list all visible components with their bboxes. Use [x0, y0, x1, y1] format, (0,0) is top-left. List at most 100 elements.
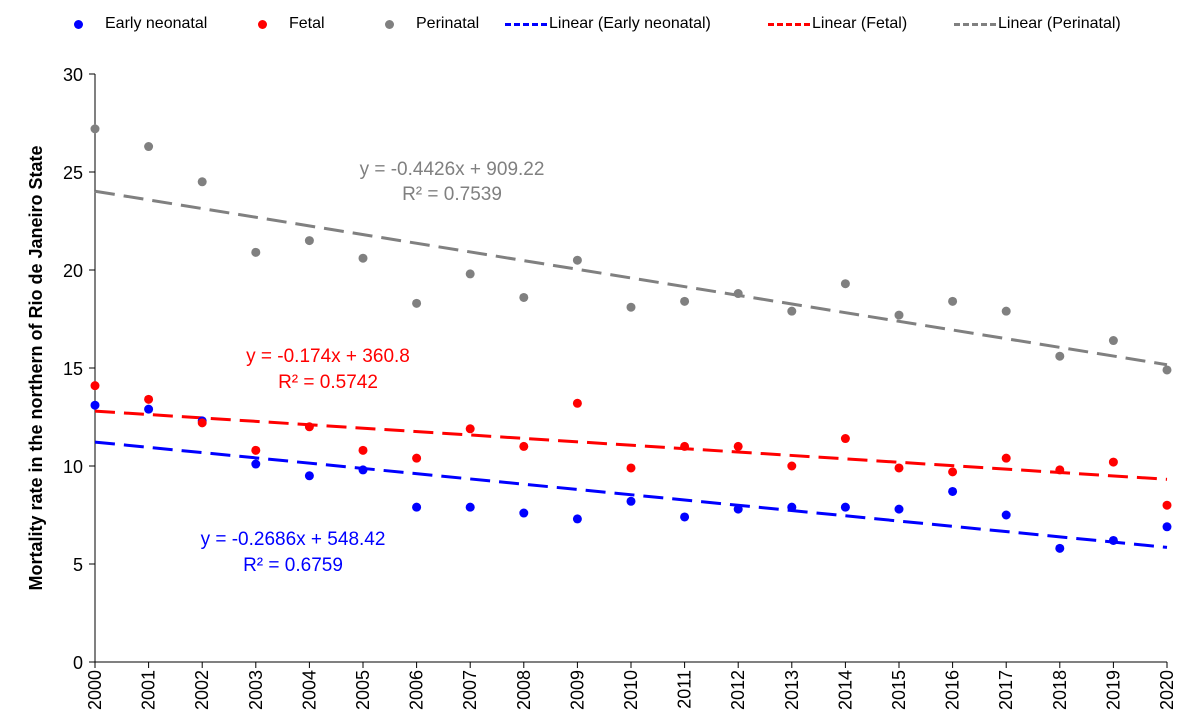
x-tick-label: 2006 [407, 670, 427, 710]
data-point-perinatal [144, 142, 154, 152]
data-point-perinatal [894, 310, 904, 320]
legend-line-early-neonatal [505, 22, 547, 26]
legend-line-perinatal [954, 22, 996, 26]
data-point-fetal [90, 381, 100, 391]
x-tick-label: 2005 [353, 670, 373, 710]
data-point-fetal [519, 441, 529, 451]
data-point-perinatal [251, 247, 261, 257]
x-tick-label: 2020 [1157, 670, 1177, 710]
data-point-early-neonatal [144, 404, 154, 414]
data-point-perinatal [733, 289, 743, 299]
r2-fetal: R² = 0.5742 [278, 372, 378, 393]
equation-early-neonatal: y = -0.2686x + 548.42 [201, 529, 386, 550]
legend-label-linear-perinatal: Linear (Perinatal) [998, 15, 1121, 32]
data-point-fetal [1001, 453, 1011, 463]
x-tick-label: 2017 [996, 670, 1016, 710]
x-tick-label: 2010 [621, 670, 641, 710]
data-point-perinatal [1162, 365, 1172, 375]
data-point-fetal [948, 467, 958, 477]
x-tick-label: 2018 [1050, 670, 1070, 710]
data-point-fetal [787, 461, 797, 471]
data-point-fetal [680, 441, 690, 451]
data-point-early-neonatal [733, 504, 743, 514]
data-point-perinatal [1108, 336, 1118, 346]
data-point-fetal [1162, 500, 1172, 510]
y-tick-label: 0 [73, 653, 83, 673]
legend-label-fetal: Fetal [289, 15, 325, 32]
y-tick-label: 30 [63, 65, 83, 85]
data-point-fetal [144, 394, 154, 404]
data-point-early-neonatal [1001, 510, 1011, 520]
data-point-early-neonatal [894, 504, 904, 514]
data-point-fetal [626, 463, 636, 473]
data-point-early-neonatal [948, 486, 958, 496]
data-point-perinatal [197, 177, 207, 187]
data-points [90, 124, 1172, 553]
data-point-perinatal [519, 292, 529, 302]
data-point-fetal [894, 463, 904, 473]
x-tick-label: 2009 [567, 670, 587, 710]
data-point-early-neonatal [840, 502, 850, 512]
y-tick-label: 5 [73, 555, 83, 575]
equation-perinatal: y = -0.4426x + 909.22 [360, 159, 545, 180]
data-point-fetal [304, 422, 314, 432]
data-point-fetal [1108, 457, 1118, 467]
x-tick-label: 2002 [192, 670, 212, 710]
data-point-early-neonatal [412, 502, 422, 512]
chart-legend: Early neonatal Fetal Perinatal Linear (E… [0, 0, 1179, 40]
legend-marker-perinatal [385, 19, 394, 29]
legend-item-linear-perinatal: Linear (Perinatal) [954, 14, 1121, 34]
data-point-fetal [572, 398, 582, 408]
data-point-early-neonatal [358, 465, 368, 475]
data-point-perinatal [1001, 306, 1011, 316]
data-point-early-neonatal [680, 512, 690, 522]
data-point-perinatal [465, 269, 475, 279]
x-tick-label: 2000 [85, 670, 105, 710]
data-point-early-neonatal [1108, 535, 1118, 545]
data-point-perinatal [412, 298, 422, 308]
data-point-fetal [412, 453, 422, 463]
y-tick-label: 10 [63, 457, 83, 477]
equation-fetal: y = -0.174x + 360.8 [246, 346, 410, 367]
data-point-perinatal [787, 306, 797, 316]
legend-label-linear-early-neonatal: Linear (Early neonatal) [549, 15, 711, 32]
trendline-perinatal [94, 189, 1168, 367]
data-point-fetal [733, 441, 743, 451]
x-tick-label: 2001 [139, 670, 159, 710]
data-point-fetal [197, 418, 207, 428]
data-point-perinatal [948, 296, 958, 306]
x-tick-label: 2016 [943, 670, 963, 710]
legend-marker-early-neonatal [74, 19, 83, 29]
trendlines [94, 189, 1168, 549]
data-point-early-neonatal [465, 502, 475, 512]
y-tick-label: 25 [63, 163, 83, 183]
x-tick-label: 2008 [514, 670, 534, 710]
data-point-fetal [1055, 465, 1065, 475]
data-point-early-neonatal [572, 514, 582, 524]
data-point-early-neonatal [626, 496, 636, 506]
data-point-perinatal [840, 279, 850, 289]
data-point-perinatal [626, 302, 636, 312]
y-tick-label: 15 [63, 359, 83, 379]
r2-early-neonatal: R² = 0.6759 [243, 555, 343, 576]
y-tick-label: 20 [63, 261, 83, 281]
legend-item-linear-early-neonatal: Linear (Early neonatal) [505, 14, 711, 34]
data-point-early-neonatal [1055, 543, 1065, 553]
trendline-equations: y = -0.4426x + 909.22 R² = 0.7539 y = -0… [201, 159, 545, 576]
x-tick-label: 2011 [675, 670, 695, 709]
data-point-perinatal [572, 255, 582, 265]
data-point-perinatal [680, 296, 690, 306]
x-tick-label: 2019 [1103, 670, 1123, 710]
r2-perinatal: R² = 0.7539 [402, 184, 502, 205]
data-point-early-neonatal [1162, 522, 1172, 532]
data-point-early-neonatal [251, 459, 261, 469]
data-point-perinatal [304, 236, 314, 246]
legend-item-fetal: Fetal [254, 14, 325, 34]
x-tick-label: 2007 [460, 670, 480, 710]
axes: 0 5 10 15 20 25 30 2000 2001 2002 2003 2004 2005 2006… [63, 65, 1177, 710]
x-tick-label: 2004 [299, 670, 319, 710]
trendline-fetal [94, 409, 1168, 481]
data-point-early-neonatal [304, 471, 314, 481]
data-point-fetal [840, 434, 850, 444]
